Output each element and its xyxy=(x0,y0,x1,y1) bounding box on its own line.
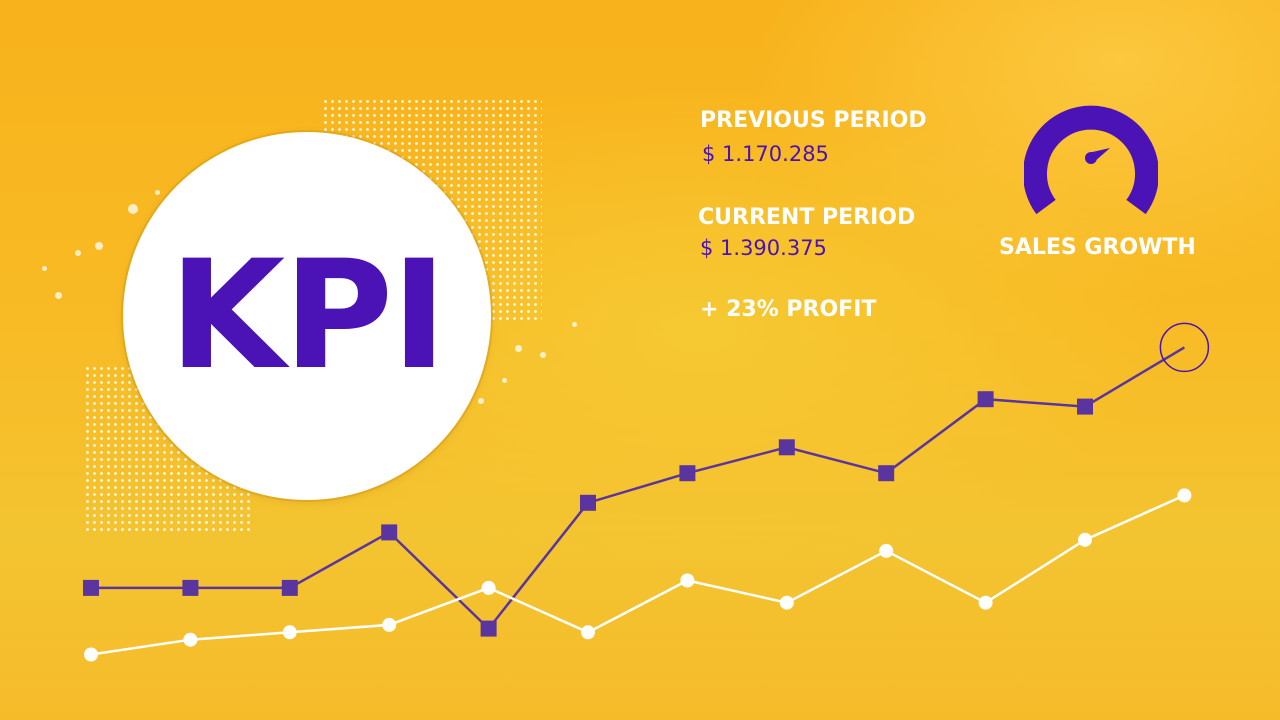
series-current-point xyxy=(1077,398,1093,415)
sparkle xyxy=(155,190,160,195)
current-period-label: CURRENT PERIOD xyxy=(698,205,916,230)
kpi-badge: KPI xyxy=(123,132,491,500)
series-previous-point xyxy=(282,625,297,640)
series-previous-point xyxy=(1078,532,1092,547)
series-current-point xyxy=(83,579,99,596)
series-previous-point xyxy=(779,595,794,610)
series-previous-point xyxy=(879,543,894,558)
sparkle xyxy=(75,250,81,256)
sparkle xyxy=(540,352,546,358)
highlight-marker xyxy=(1159,322,1210,373)
series-current-point xyxy=(878,465,895,482)
series-previous-point xyxy=(978,595,993,610)
series-previous-point xyxy=(382,617,397,632)
sparkle xyxy=(128,204,138,214)
kpi-title: KPI xyxy=(169,229,447,403)
previous-period-label: PREVIOUS PERIOD xyxy=(700,108,927,133)
current-period-value: $ 1.390.375 xyxy=(700,236,827,260)
series-current-point xyxy=(580,494,596,511)
series-previous-point xyxy=(84,647,98,662)
series-current-point xyxy=(182,579,199,596)
series-current-point xyxy=(381,524,398,541)
series-previous-line xyxy=(90,494,1185,656)
profit-text: + 23% PROFIT xyxy=(700,297,877,322)
series-previous-point xyxy=(581,625,595,640)
series-previous-point xyxy=(680,573,695,588)
sparkle xyxy=(42,266,47,271)
sparkle xyxy=(572,322,577,327)
sparkle xyxy=(515,345,522,352)
series-current-point xyxy=(480,620,497,637)
series-previous-point xyxy=(481,580,496,595)
sparkle xyxy=(95,242,103,250)
speedometer-icon xyxy=(1024,105,1158,214)
series-current-point xyxy=(977,391,994,408)
series-current-line xyxy=(91,346,1186,631)
series-current-point xyxy=(679,465,696,482)
series-previous-point xyxy=(1177,488,1192,503)
series-previous-point xyxy=(183,632,198,647)
sparkle xyxy=(502,378,507,383)
series-current-point xyxy=(281,579,298,596)
previous-period-value: $ 1.170.285 xyxy=(702,142,829,166)
sparkle xyxy=(478,398,484,404)
series-current-point xyxy=(778,439,795,456)
sales-growth-label: SALES GROWTH xyxy=(999,235,1196,260)
sparkle xyxy=(55,292,62,299)
